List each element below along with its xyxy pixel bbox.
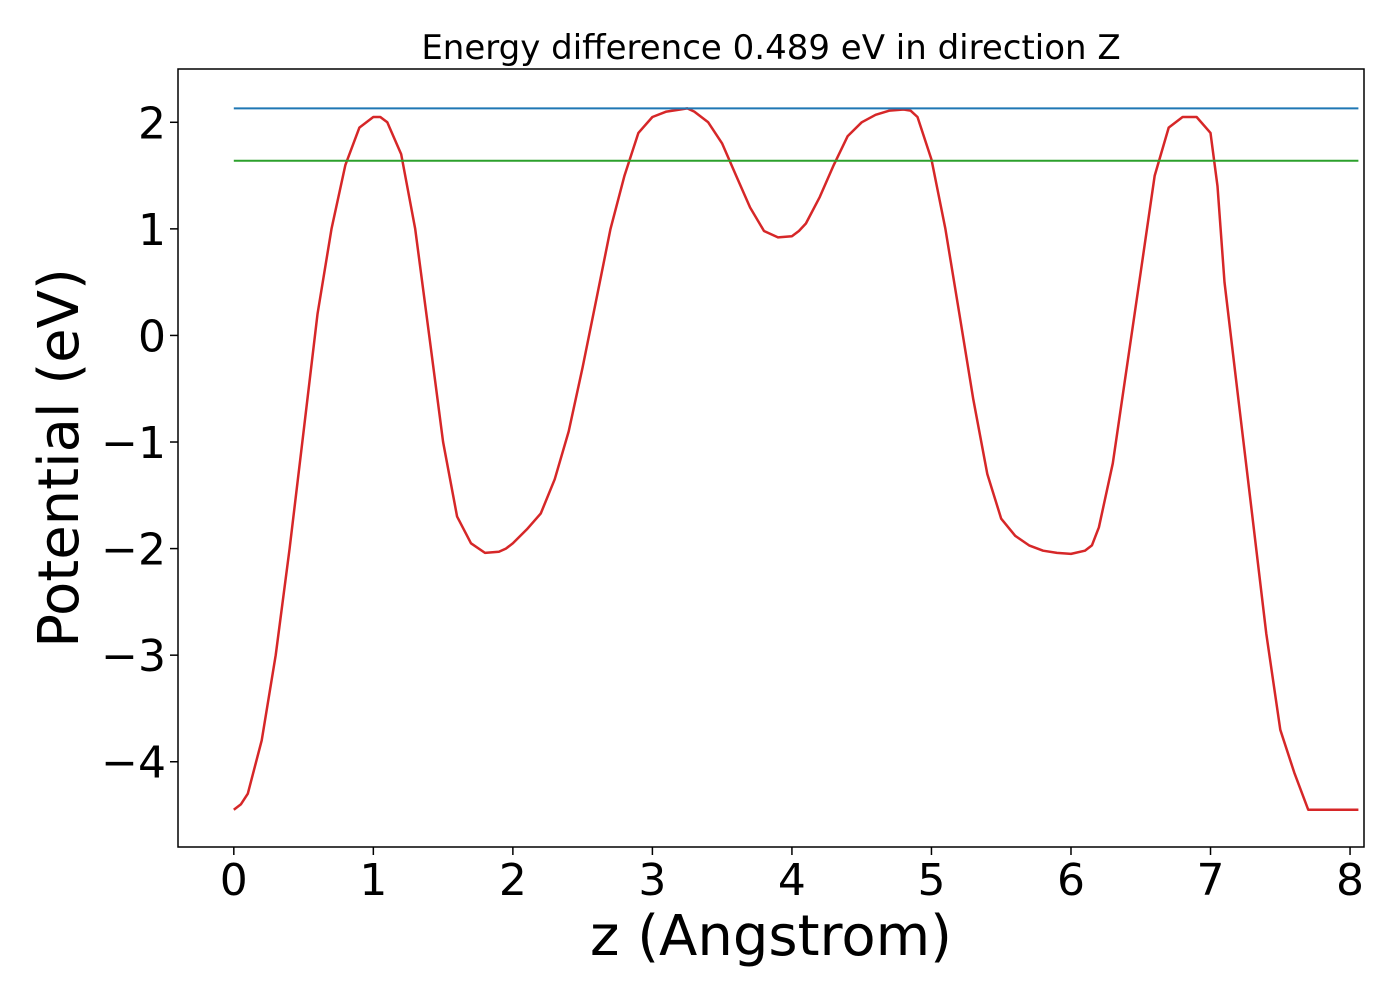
plot-frame	[177, 68, 1365, 848]
chart-title: Energy difference 0.489 eV in direction …	[421, 28, 1120, 68]
y-tick-label: −4	[101, 738, 166, 789]
x-tick-label: 4	[778, 855, 806, 906]
x-tick-label: 6	[1057, 855, 1085, 906]
y-tick-label: −1	[101, 418, 166, 469]
series-line-0	[233, 107, 1359, 811]
x-tick-label: 8	[1336, 855, 1364, 906]
y-tick-label: −2	[101, 525, 166, 576]
x-tick-label: 3	[638, 855, 666, 906]
plot-area	[233, 107, 1359, 811]
x-tick-label: 0	[220, 855, 248, 906]
x-axis: 0 1 2 3 4 5 6 7 8	[220, 847, 1364, 906]
y-tick-label: 0	[138, 311, 166, 362]
y-axis: −4 −3 −2 −1 0 1 2	[101, 98, 178, 789]
y-tick-label: −3	[101, 631, 166, 682]
x-tick-label: 1	[359, 855, 387, 906]
x-axis-label: z (Angstrom)	[590, 904, 952, 969]
y-axis-label: Potential (eV)	[27, 268, 92, 648]
x-tick-label: 7	[1197, 855, 1225, 906]
x-tick-label: 2	[499, 855, 527, 906]
x-tick-label: 5	[917, 855, 945, 906]
y-tick-label: 1	[138, 205, 166, 256]
y-tick-label: 2	[138, 98, 166, 149]
